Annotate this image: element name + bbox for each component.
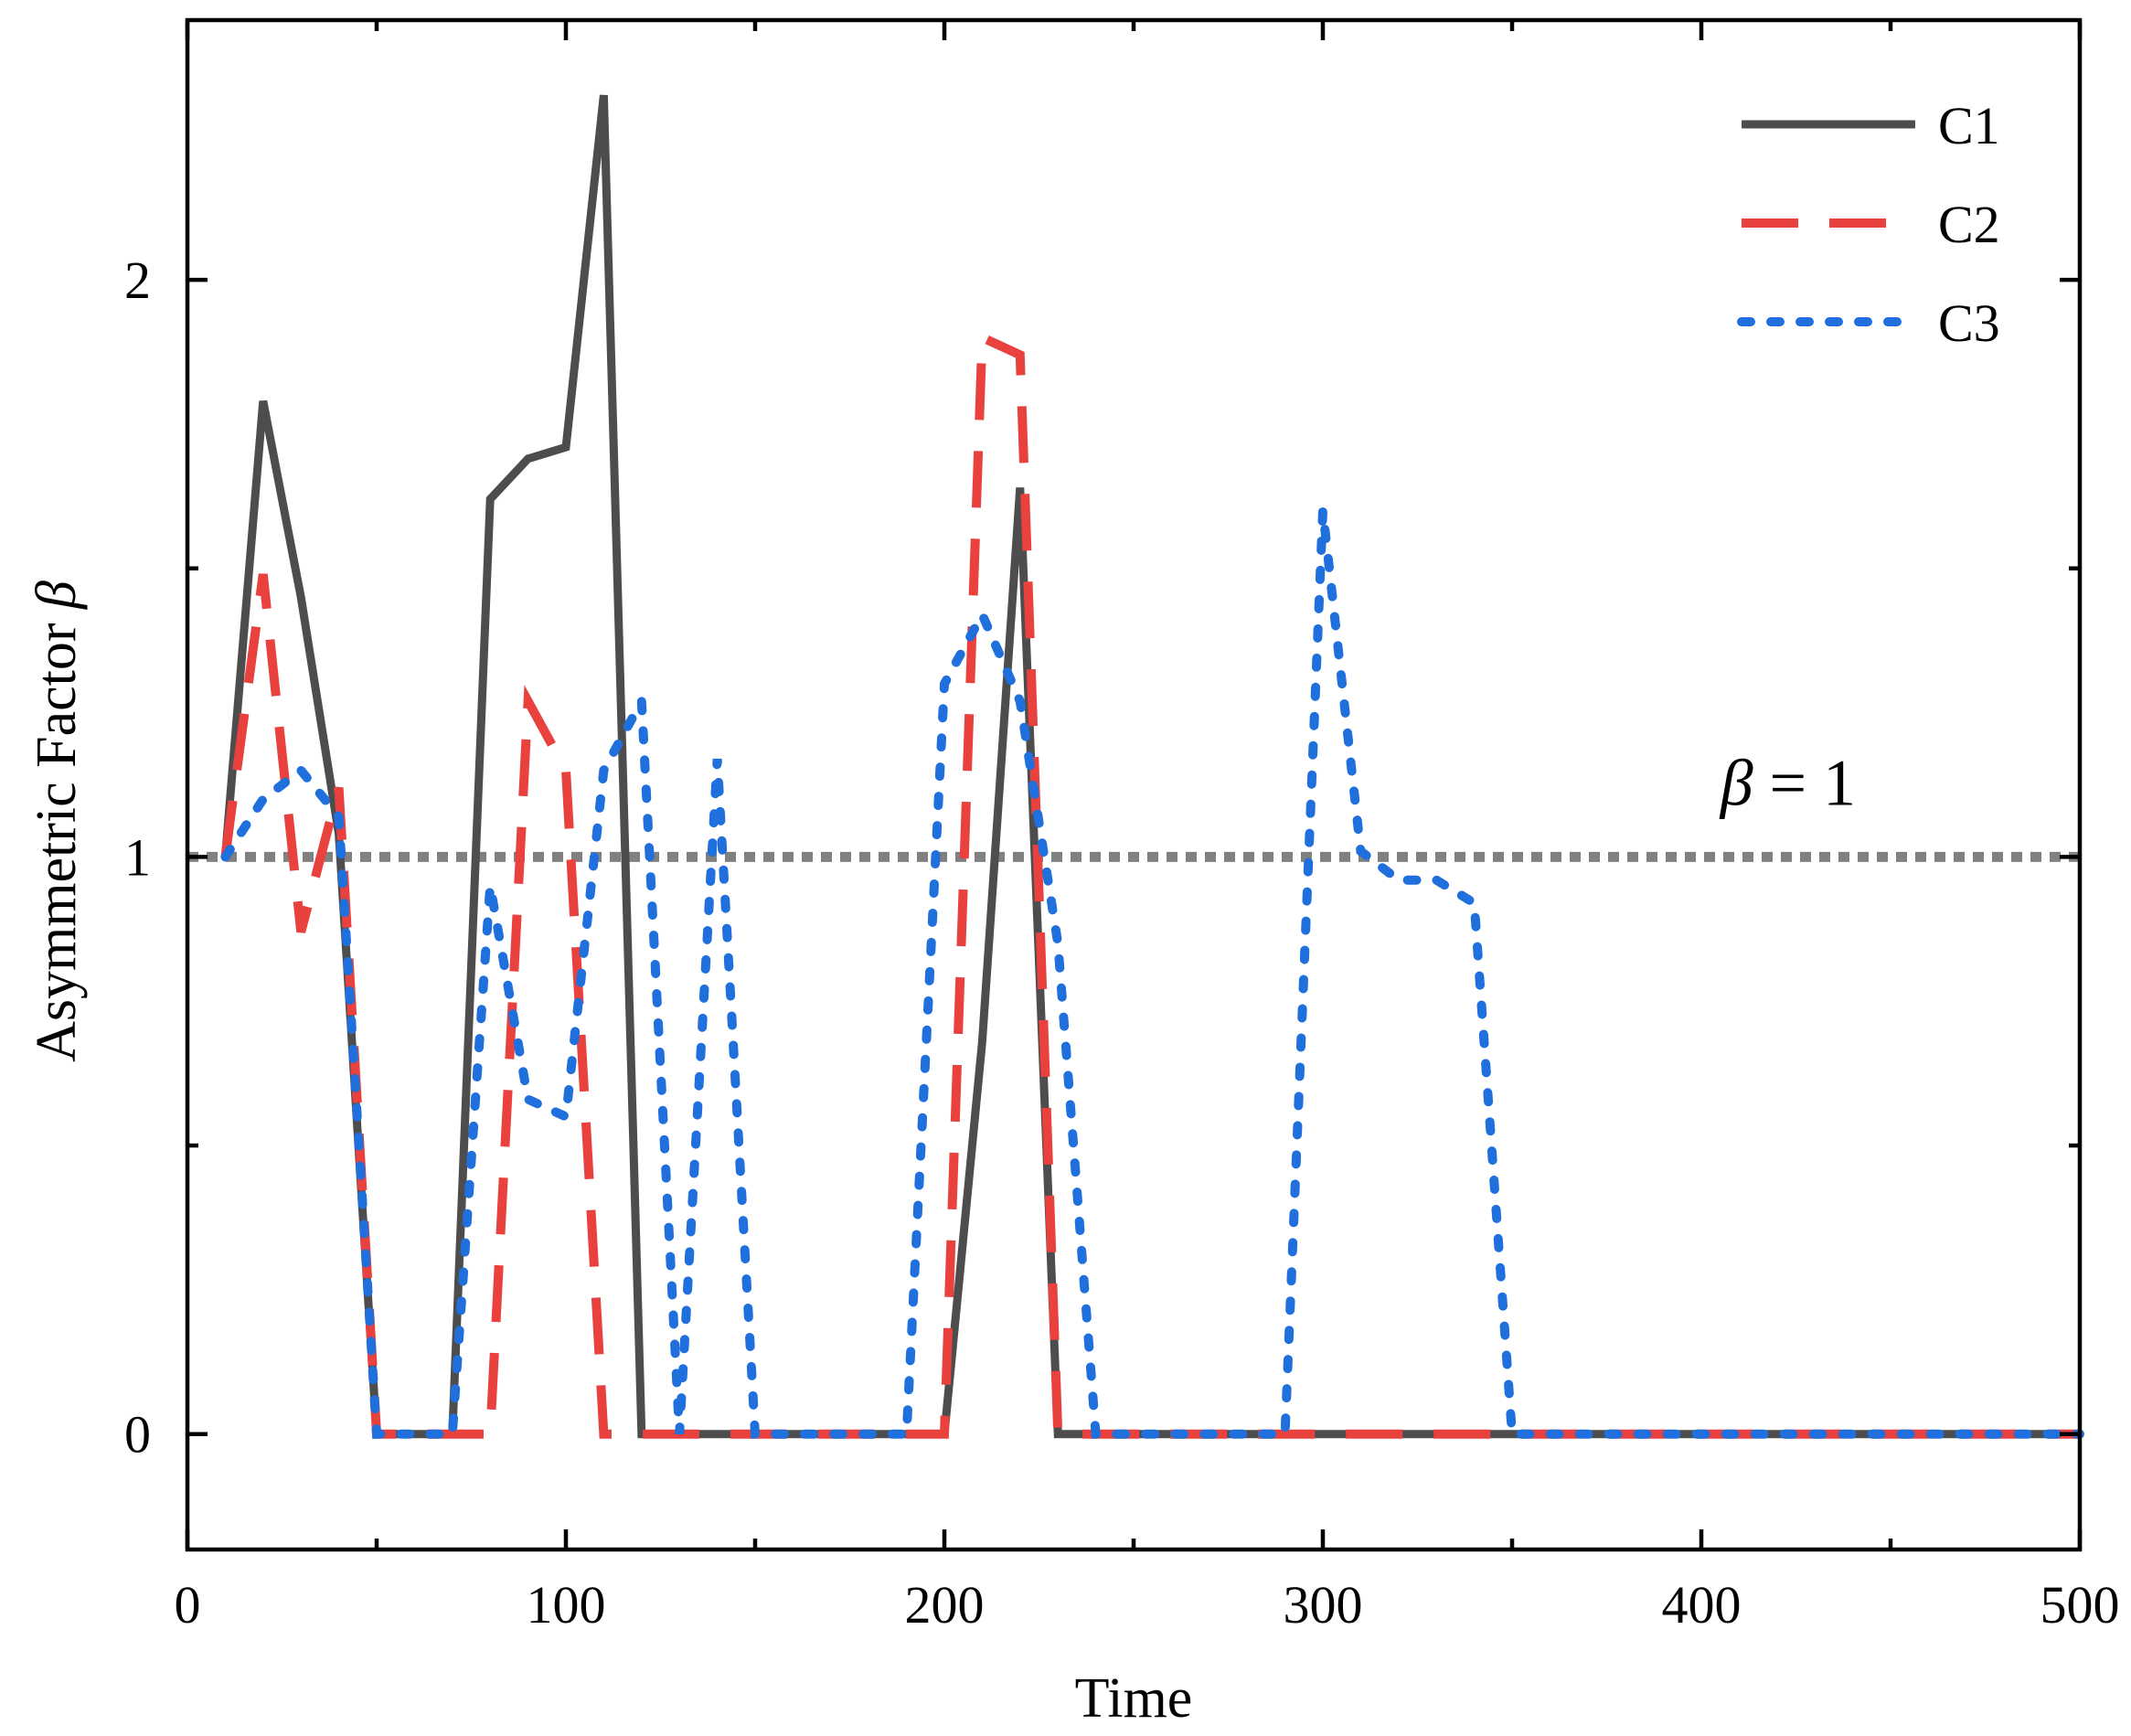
y-tick-label: 2	[124, 250, 151, 310]
legend-label-c2: C2	[1938, 195, 2000, 254]
annotation-text: = 1	[1753, 747, 1857, 820]
axis-ticks: 0 100 200 300 400 500 0 1 2	[124, 20, 2120, 1635]
legend-label-c3: C3	[1938, 293, 2000, 353]
y-axis-title: Asymmetric Factor β	[26, 580, 88, 1062]
legend-label-c1: C1	[1938, 96, 2000, 155]
x-tick-label: 0	[175, 1575, 201, 1635]
y-tick-label: 0	[124, 1405, 151, 1464]
x-axis-title: Time	[1075, 1667, 1193, 1730]
x-tick-label: 200	[905, 1575, 985, 1635]
beta-equals-one-annotation: β = 1	[1719, 747, 1856, 820]
y-tick-label: 1	[124, 827, 151, 887]
series-group	[187, 94, 2084, 1439]
y-axis-title-text: Asymmetric Factor	[26, 609, 88, 1062]
x-tick-label: 400	[1662, 1575, 1742, 1635]
legend: C1 C2 C3	[1737, 96, 2000, 353]
series-line-c2	[220, 330, 2080, 1439]
annotation-symbol: β	[1719, 747, 1753, 820]
y-axis-title-symbol: β	[26, 580, 88, 610]
series-line-c3	[220, 510, 2084, 1439]
x-tick-label: 500	[2040, 1575, 2120, 1635]
x-tick-label: 300	[1284, 1575, 1363, 1635]
x-tick-label: 100	[527, 1575, 606, 1635]
